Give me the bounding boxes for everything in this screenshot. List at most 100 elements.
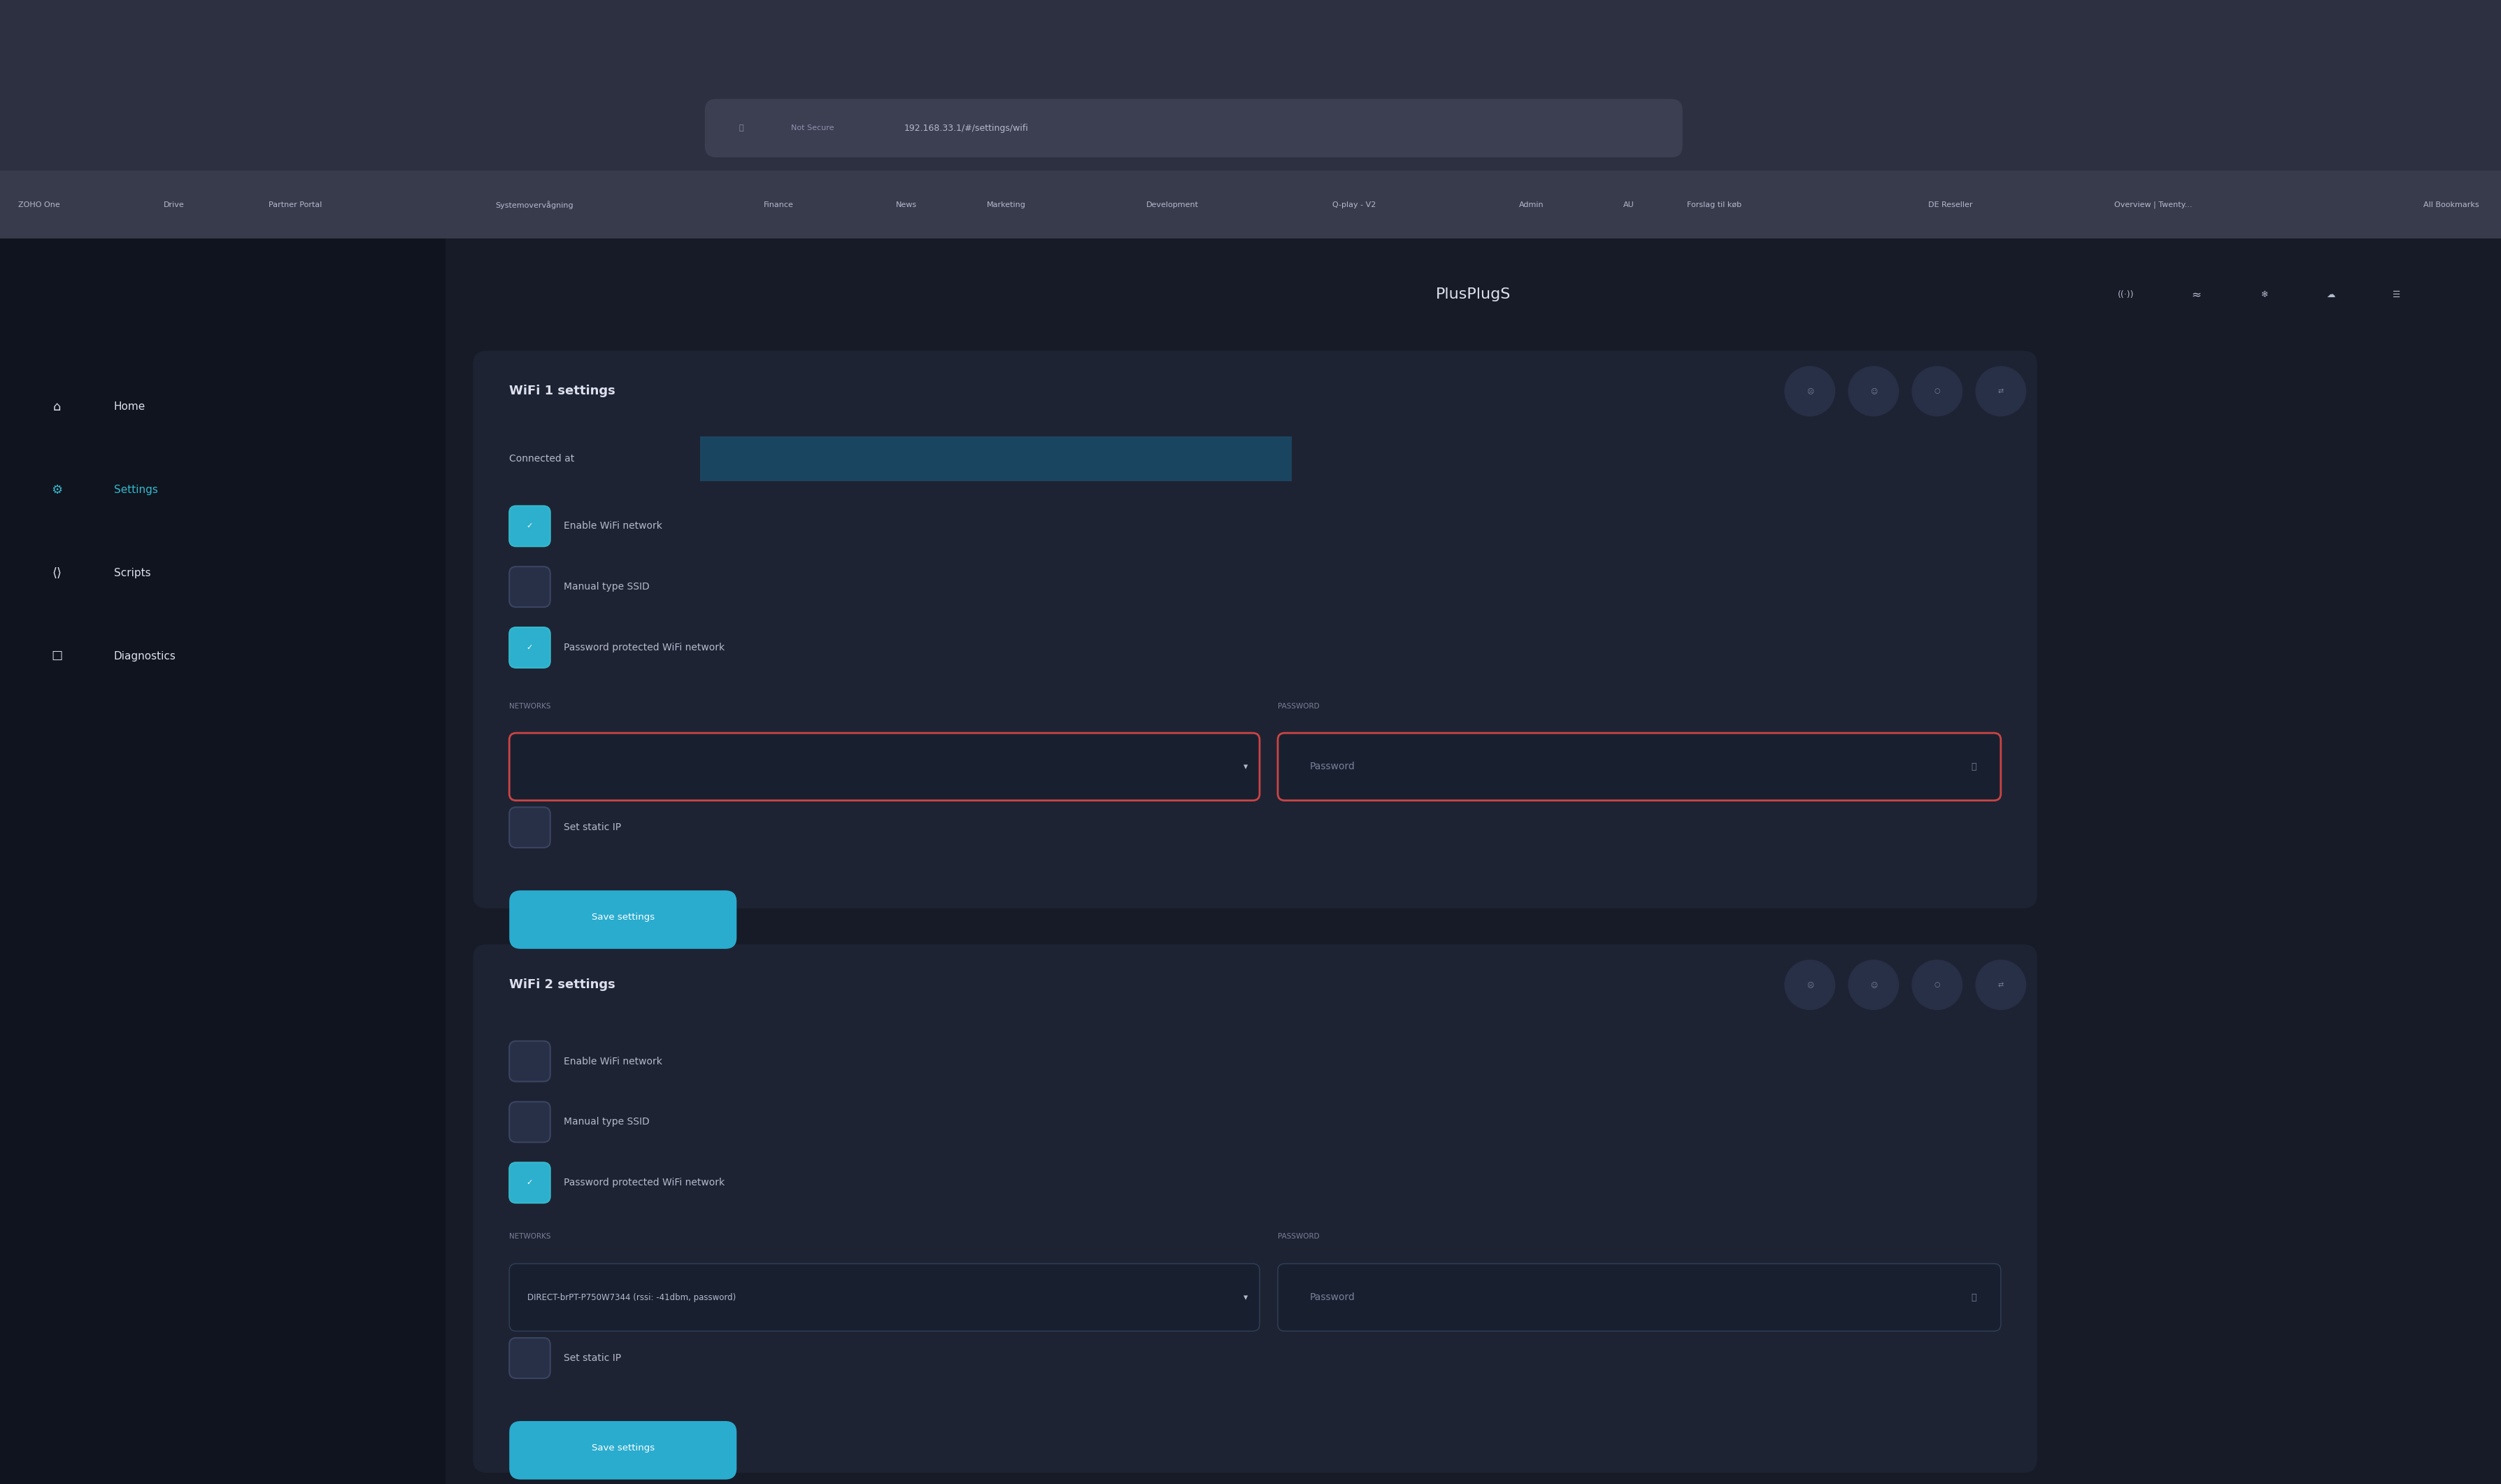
- FancyBboxPatch shape: [510, 1339, 550, 1379]
- Text: News: News: [895, 202, 918, 208]
- Text: PASSWORD: PASSWORD: [1278, 702, 1321, 709]
- Circle shape: [1848, 960, 1898, 1009]
- Text: ☺: ☺: [1871, 981, 1878, 988]
- Text: Marketing: Marketing: [988, 202, 1025, 208]
- Text: DIRECT-brPT-P750W7344 (rssi: -41dbm, password): DIRECT-brPT-P750W7344 (rssi: -41dbm, pas…: [528, 1293, 735, 1301]
- Text: ▾: ▾: [1243, 1293, 1248, 1301]
- Text: Home: Home: [113, 402, 145, 413]
- Bar: [0, 239, 2501, 1484]
- Text: WiFi 2 settings: WiFi 2 settings: [510, 978, 615, 991]
- Text: Save settings: Save settings: [590, 913, 655, 922]
- Text: Manual type SSID: Manual type SSID: [563, 582, 650, 592]
- Text: ((·)): ((·)): [2118, 289, 2133, 300]
- Text: DE Reseller: DE Reseller: [1928, 202, 1973, 208]
- Circle shape: [1976, 960, 2026, 1009]
- FancyBboxPatch shape: [510, 628, 550, 668]
- Text: Overview | Twenty...: Overview | Twenty...: [2113, 200, 2193, 208]
- Text: ⚙: ⚙: [50, 484, 63, 497]
- Text: ☁: ☁: [2326, 289, 2336, 300]
- FancyBboxPatch shape: [510, 1162, 550, 1204]
- FancyBboxPatch shape: [510, 506, 550, 546]
- FancyBboxPatch shape: [510, 567, 550, 607]
- Text: Password protected WiFi network: Password protected WiFi network: [563, 643, 725, 653]
- Circle shape: [2363, 267, 2418, 322]
- Bar: [0, 0, 2501, 91]
- Text: Finance: Finance: [763, 202, 793, 208]
- Text: ○: ○: [1933, 387, 1941, 395]
- Text: ≈: ≈: [2191, 288, 2201, 301]
- Text: ⟨⟩: ⟨⟩: [53, 567, 63, 580]
- FancyBboxPatch shape: [510, 1264, 1261, 1331]
- Circle shape: [2111, 267, 2163, 322]
- Text: Connected at: Connected at: [510, 454, 575, 463]
- FancyBboxPatch shape: [510, 807, 550, 847]
- Text: Save settings: Save settings: [590, 1444, 655, 1453]
- Text: ▾: ▾: [1243, 763, 1248, 772]
- Text: Settings: Settings: [113, 485, 158, 496]
- Circle shape: [2301, 267, 2356, 322]
- Text: ZOHO One: ZOHO One: [18, 202, 60, 208]
- Text: Not Secure: Not Secure: [790, 125, 835, 132]
- Text: Diagnostics: Diagnostics: [113, 651, 175, 662]
- Text: ✓: ✓: [528, 522, 533, 530]
- Text: Password protected WiFi network: Password protected WiFi network: [563, 1178, 725, 1187]
- Circle shape: [2238, 267, 2291, 322]
- Circle shape: [2173, 267, 2228, 322]
- FancyBboxPatch shape: [510, 1422, 738, 1480]
- Text: Partner Portal: Partner Portal: [268, 202, 323, 208]
- Text: Forslag til køb: Forslag til køb: [1688, 202, 1741, 208]
- Text: ⇄: ⇄: [1998, 387, 2003, 395]
- Text: Enable WiFi network: Enable WiFi network: [563, 521, 663, 531]
- FancyBboxPatch shape: [473, 350, 2038, 908]
- Text: Set static IP: Set static IP: [563, 822, 620, 833]
- Bar: [0, 239, 445, 1484]
- Text: Manual type SSID: Manual type SSID: [563, 1117, 650, 1126]
- Text: 192.168.33.1/#/settings/wifi: 192.168.33.1/#/settings/wifi: [903, 123, 1028, 132]
- FancyBboxPatch shape: [510, 1101, 550, 1143]
- Text: ⌂: ⌂: [53, 401, 60, 413]
- FancyBboxPatch shape: [1278, 1264, 2001, 1331]
- FancyBboxPatch shape: [473, 944, 2038, 1472]
- Text: Systemovervågning: Systemovervågning: [495, 200, 573, 209]
- Text: ☰: ☰: [2393, 289, 2401, 300]
- Text: Set static IP: Set static IP: [563, 1353, 620, 1362]
- Text: Q-play - V2: Q-play - V2: [1333, 202, 1376, 208]
- Text: ☐: ☐: [50, 650, 63, 663]
- Text: 👁: 👁: [1971, 763, 1976, 772]
- Text: ☹: ☹: [1806, 981, 1813, 988]
- Text: PlusPlugS: PlusPlugS: [1436, 288, 1511, 301]
- Bar: [700, 436, 1291, 481]
- Text: Password: Password: [1311, 1293, 1356, 1303]
- Text: ☹: ☹: [1806, 387, 1813, 395]
- Circle shape: [1913, 960, 1963, 1009]
- Text: ☺: ☺: [1871, 387, 1878, 395]
- Text: Development: Development: [1145, 202, 1198, 208]
- Circle shape: [1913, 367, 1963, 416]
- Circle shape: [1848, 367, 1898, 416]
- Circle shape: [1976, 367, 2026, 416]
- Bar: [445, 239, 2501, 350]
- FancyBboxPatch shape: [510, 1042, 550, 1082]
- Text: 🔒: 🔒: [738, 125, 743, 132]
- FancyBboxPatch shape: [705, 99, 1683, 157]
- Text: PASSWORD: PASSWORD: [1278, 1233, 1321, 1241]
- Text: WiFi 1 settings: WiFi 1 settings: [510, 384, 615, 398]
- Text: Scripts: Scripts: [113, 568, 150, 579]
- Text: NETWORKS: NETWORKS: [510, 1233, 550, 1241]
- Text: NETWORKS: NETWORKS: [510, 702, 550, 709]
- Bar: [0, 91, 2501, 171]
- Circle shape: [1786, 960, 1836, 1009]
- Text: AU: AU: [1623, 202, 1633, 208]
- Text: ⇄: ⇄: [1998, 981, 2003, 988]
- Text: ○: ○: [1933, 981, 1941, 988]
- Text: All Bookmarks: All Bookmarks: [2423, 202, 2478, 208]
- Bar: [0, 171, 2501, 239]
- Text: ❄: ❄: [2261, 289, 2268, 300]
- Text: ✓: ✓: [528, 1180, 533, 1186]
- Text: ✓: ✓: [528, 644, 533, 651]
- Text: Drive: Drive: [163, 202, 185, 208]
- FancyBboxPatch shape: [510, 733, 1261, 800]
- Text: Password: Password: [1311, 761, 1356, 772]
- Text: Admin: Admin: [1518, 202, 1543, 208]
- FancyBboxPatch shape: [510, 890, 738, 948]
